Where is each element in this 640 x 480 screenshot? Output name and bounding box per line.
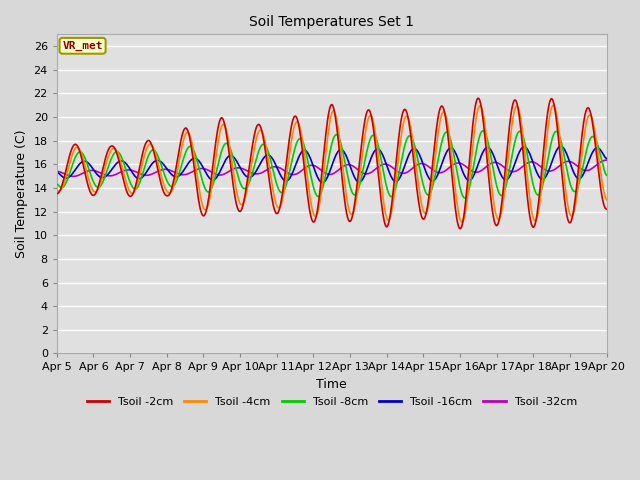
Legend: Tsoil -2cm, Tsoil -4cm, Tsoil -8cm, Tsoil -16cm, Tsoil -32cm: Tsoil -2cm, Tsoil -4cm, Tsoil -8cm, Tsoi… xyxy=(82,393,581,412)
Y-axis label: Soil Temperature (C): Soil Temperature (C) xyxy=(15,130,28,258)
Text: VR_met: VR_met xyxy=(62,41,103,51)
X-axis label: Time: Time xyxy=(316,378,347,391)
Title: Soil Temperatures Set 1: Soil Temperatures Set 1 xyxy=(249,15,414,29)
